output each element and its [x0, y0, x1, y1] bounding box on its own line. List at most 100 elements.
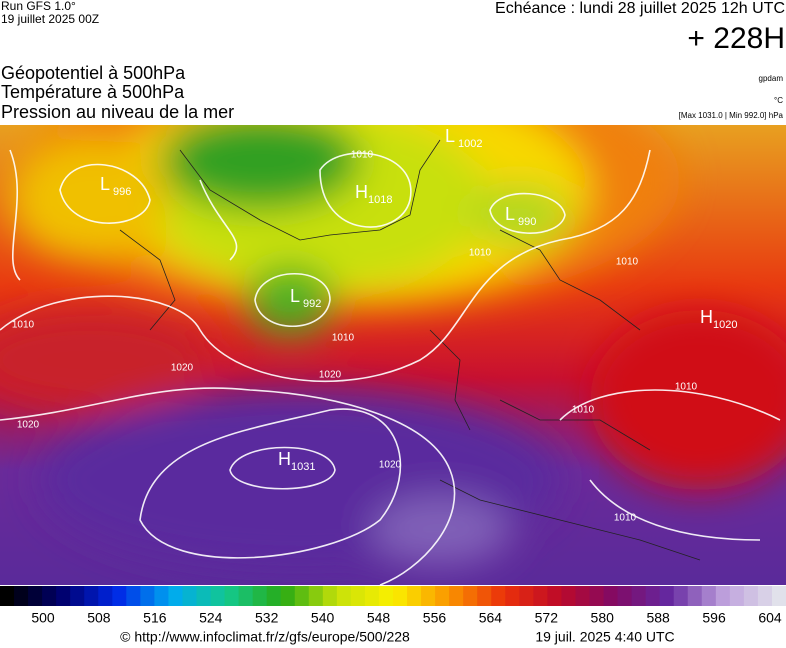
colorbar-swatch [84, 586, 99, 606]
colorbar-tick-label: 596 [702, 610, 726, 626]
center-value: 992 [303, 298, 321, 310]
center-letter: L [445, 126, 455, 146]
run-label: Run GFS 1.0° [1, 0, 76, 13]
colorbar-swatch [701, 586, 717, 606]
center-value: 1002 [458, 138, 482, 150]
colorbar-swatch [266, 586, 282, 606]
colorbar-tick-label: 604 [758, 610, 782, 626]
colorbar-swatch [547, 586, 562, 606]
unit-label: °C [774, 96, 783, 105]
unit-label: gpdam [759, 74, 784, 83]
colorbar-swatch [224, 586, 240, 606]
isobar-label: 1010 [332, 333, 355, 344]
isobar-label: 1010 [614, 513, 637, 524]
isobar-label: 1010 [616, 257, 639, 268]
field-title: Température à 500hPa [1, 82, 185, 102]
colorbar-swatch [196, 586, 212, 606]
colorbar-swatch [631, 586, 647, 606]
isobar-label: 1020 [379, 460, 402, 471]
colorbar-tick-label: 516 [143, 610, 167, 626]
center-letter: H [355, 182, 368, 202]
colorbar-swatch [491, 586, 506, 606]
map [0, 125, 786, 585]
colorbar-swatch [519, 586, 534, 606]
center-letter: L [290, 286, 300, 306]
colorbar-swatch [575, 586, 590, 606]
colorbar-swatch [210, 586, 226, 606]
isobar-label: 1010 [12, 320, 35, 331]
colorbar-swatch [56, 586, 71, 606]
colorbar-swatch [603, 586, 619, 606]
colorbar-tick-label: 572 [535, 610, 559, 626]
colorbar-swatch [42, 586, 57, 606]
colorbar-tick-label: 588 [646, 610, 670, 626]
colorbar-swatch [617, 586, 633, 606]
colorbar-swatch [435, 586, 450, 606]
colorbar-swatch [252, 586, 268, 606]
colorbar-swatch [393, 586, 408, 606]
colorbar-tick-label: 580 [591, 610, 615, 626]
colorbar-swatch [70, 586, 85, 606]
colorbar-swatch [98, 586, 113, 606]
isobar-label: 1020 [17, 420, 40, 431]
colorbar-swatch [364, 586, 380, 606]
colorbar-tick-label: 556 [423, 610, 447, 626]
isobar-label: 1010 [572, 405, 595, 416]
isobar-label: 1010 [469, 248, 492, 259]
colorbar-swatch [294, 586, 310, 606]
colorbar-tick-label: 564 [479, 610, 503, 626]
colorbar-tick-label: 532 [255, 610, 279, 626]
colorbar-swatch [729, 586, 745, 606]
colorbar-swatch [126, 586, 141, 606]
colorbar-swatch [533, 586, 548, 606]
run-date: 19 juillet 2025 00Z [1, 12, 99, 26]
colorbar-swatch [322, 586, 338, 606]
colorbar-swatch [0, 586, 15, 606]
colorbar-tick-label: 524 [199, 610, 223, 626]
colorbar-swatch [28, 586, 43, 606]
colorbar-swatch [168, 586, 183, 606]
colorbar-tick-label: 540 [311, 610, 335, 626]
colorbar-swatch [505, 586, 520, 606]
colorbar-swatch [140, 586, 155, 606]
colorbar-swatch [154, 586, 169, 606]
colorbar-tick-label: 508 [87, 610, 111, 626]
colorbar-swatch [687, 586, 703, 606]
isobar-label: 1020 [319, 370, 342, 381]
colorbar-swatch [350, 586, 366, 606]
colorbar-swatch [659, 586, 675, 606]
colorbar-swatch [407, 586, 422, 606]
echeance: Echéance : lundi 28 juillet 2025 12h UTC [495, 0, 785, 17]
isobar-label: 1010 [675, 382, 698, 393]
unit-label: [Max 1031.0 | Min 992.0] hPa [679, 111, 784, 120]
center-value: 996 [113, 186, 131, 198]
colorbar-swatch [336, 586, 352, 606]
colorbar-swatch [715, 586, 731, 606]
isobar-label: 1020 [171, 363, 194, 374]
center-value: 990 [518, 216, 536, 228]
colorbar-swatch [421, 586, 436, 606]
colorbar-swatch [182, 586, 197, 606]
colorbar-swatch [645, 586, 661, 606]
colorbar-swatch [673, 586, 689, 606]
colorbar-swatch [463, 586, 478, 606]
colorbar-swatch [743, 586, 759, 606]
colorbar-tick-label: 500 [31, 610, 55, 626]
colorbar-swatch [757, 586, 773, 606]
colorbar-swatch [238, 586, 254, 606]
colorbar-swatch [308, 586, 324, 606]
colorbar-tick-label: 548 [367, 610, 391, 626]
colorbar-swatch [449, 586, 464, 606]
lead-time: + 228H [687, 22, 785, 55]
colorbar-swatch [589, 586, 605, 606]
colorbar-swatch [14, 586, 29, 606]
center-letter: L [505, 204, 515, 224]
colorbar-swatch [477, 586, 492, 606]
center-value: 1018 [368, 194, 392, 206]
timestamp: 19 juil. 2025 4:40 UTC [535, 629, 674, 645]
colorbar-swatch [378, 586, 394, 606]
colorbar-swatch [561, 586, 576, 606]
colorbar-swatch [112, 586, 127, 606]
